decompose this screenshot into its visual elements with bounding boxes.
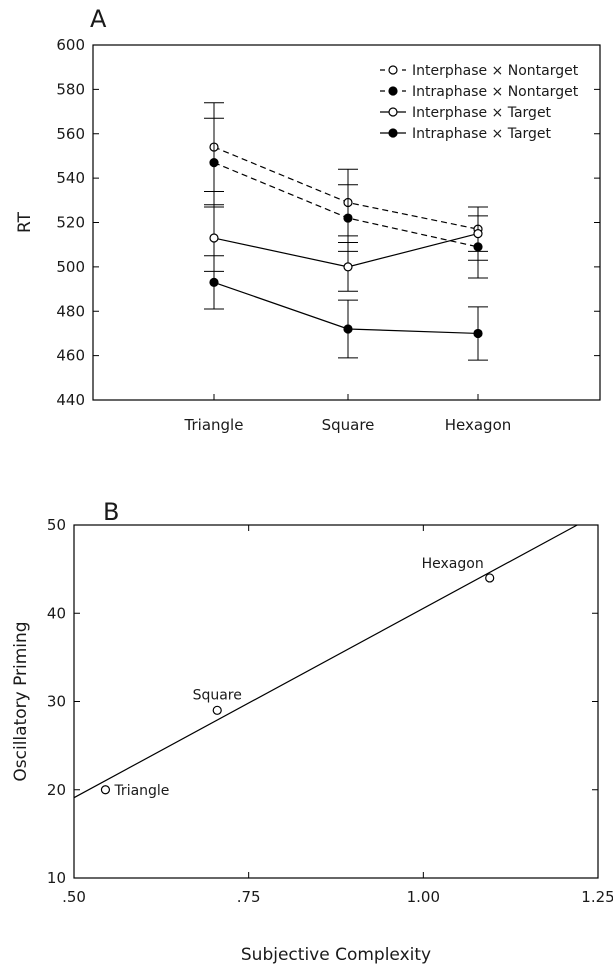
data-point [209,277,219,288]
y-tick-label: 20 [47,781,66,799]
legend-marker [388,65,398,75]
y-tick-label: 440 [56,391,85,409]
x-tick-label: 1.00 [407,888,440,906]
x-tick-label: 1.25 [581,888,613,906]
x-tick-label: Hexagon [445,416,512,434]
legend-entry: Interphase × Target [380,105,552,121]
series-4 [204,255,488,361]
y-tick-label: 50 [47,516,66,534]
x-tick-label: Square [322,416,375,434]
legend-entry: Intraphase × Nontarget [380,84,579,100]
x-axis-label: Subjective Complexity [241,945,431,965]
fit-line [73,524,578,799]
y-axis-label: Oscillatory Priming [11,621,31,781]
series-2 [204,117,488,279]
legend-label: Interphase × Target [412,105,552,121]
y-tick-label: 40 [47,604,66,622]
data-point [209,157,219,168]
data-point [343,324,353,334]
series-line [213,233,479,268]
y-tick-label: 480 [56,302,85,320]
legend-marker [388,128,398,138]
series-1 [204,102,488,252]
y-axis-label: RT [15,211,35,233]
panel-b-letter: B [103,498,119,526]
series-3 [204,204,488,292]
data-point [209,233,219,243]
y-tick-label: 500 [56,258,85,276]
x-tick-label: .50 [62,888,86,906]
data-point [100,785,111,795]
panel-a-chart: 440 460 480 500 520 540 560 580 600 Triangle Squar… [15,36,601,434]
legend-label: Intraphase × Nontarget [412,84,579,100]
y-tick-label: 560 [56,125,85,143]
y-tick-label: 540 [56,169,85,187]
legend-entry: Intraphase × Target [380,126,552,142]
legend-entry: Interphase × Nontarget [380,63,579,79]
legend-label: Intraphase × Target [412,126,552,142]
legend-marker [388,86,398,96]
y-tick-label: 520 [56,214,85,232]
panel-b-frame [73,524,599,879]
data-point [343,213,353,223]
panel-a-letter: A [90,5,107,33]
legend-label: Interphase × Nontarget [412,63,579,79]
data-point [212,705,222,715]
x-tick-label: .75 [237,888,261,906]
panel-b-chart: 10 20 30 40 50 .50 .75 1.00 1.25 Subjective Compl… [11,516,613,965]
y-tick-label: 10 [47,869,66,887]
y-tick-label: 580 [56,80,85,98]
point-label: Square [193,687,242,703]
point-label: Triangle [113,783,169,799]
y-tick-label: 460 [56,347,85,365]
legend-marker [388,107,398,117]
data-point [473,228,483,239]
y-tick-label: 30 [47,693,66,711]
data-point [343,262,353,272]
data-point [485,573,495,583]
data-point [473,328,483,339]
y-tick-label: 600 [56,36,85,54]
point-label: Hexagon [422,556,484,572]
x-tick-label: Triangle [184,416,244,434]
